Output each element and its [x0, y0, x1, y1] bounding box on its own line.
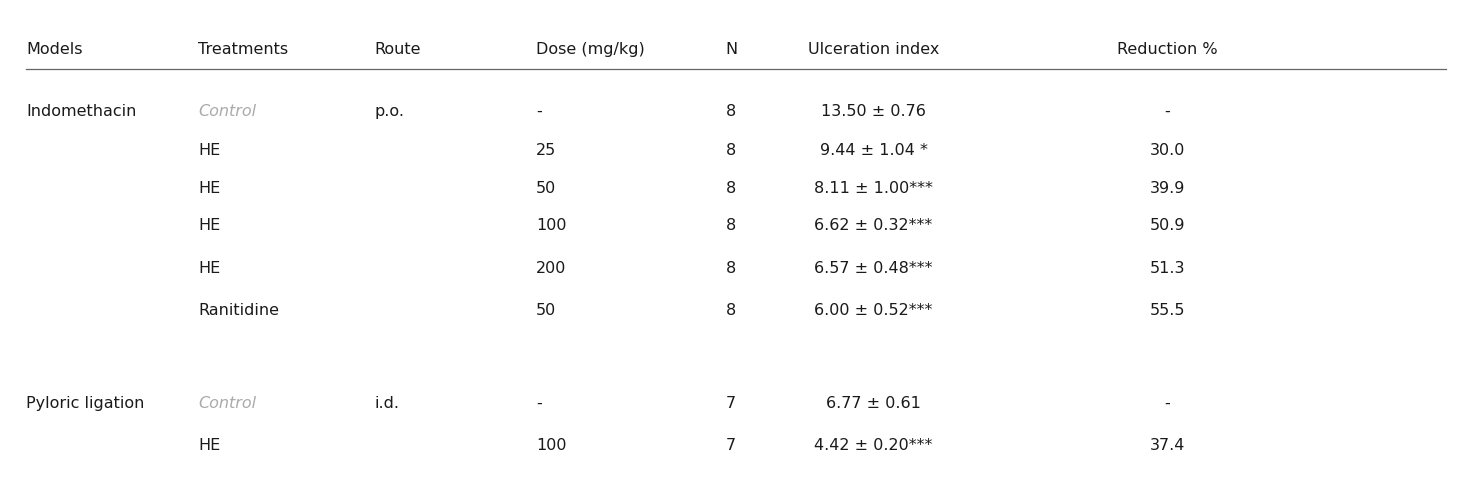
Text: Ulceration index: Ulceration index — [807, 42, 940, 57]
Text: -: - — [536, 104, 542, 119]
Text: -: - — [1164, 104, 1170, 119]
Text: 9.44 ± 1.04 *: 9.44 ± 1.04 * — [819, 144, 928, 158]
Text: HE: HE — [198, 144, 220, 158]
Text: Ranitidine: Ranitidine — [198, 303, 279, 318]
Text: HE: HE — [198, 218, 220, 233]
Text: Models: Models — [26, 42, 82, 57]
Text: 51.3: 51.3 — [1149, 261, 1185, 276]
Text: 25: 25 — [536, 144, 556, 158]
Text: 8: 8 — [727, 181, 735, 196]
Text: -: - — [536, 396, 542, 411]
Text: 4.42 ± 0.20***: 4.42 ± 0.20*** — [815, 438, 932, 453]
Text: Control: Control — [198, 396, 257, 411]
Text: 6.00 ± 0.52***: 6.00 ± 0.52*** — [815, 303, 932, 318]
Text: 6.62 ± 0.32***: 6.62 ± 0.32*** — [815, 218, 932, 233]
Text: 8: 8 — [727, 104, 735, 119]
Text: 39.9: 39.9 — [1149, 181, 1185, 196]
Text: i.d.: i.d. — [374, 396, 399, 411]
Text: Control: Control — [198, 104, 257, 119]
Text: Reduction %: Reduction % — [1117, 42, 1217, 57]
Text: -: - — [1164, 396, 1170, 411]
Text: 6.57 ± 0.48***: 6.57 ± 0.48*** — [815, 261, 932, 276]
Text: 50: 50 — [536, 181, 556, 196]
Text: 100: 100 — [536, 218, 567, 233]
Text: 200: 200 — [536, 261, 567, 276]
Text: 100: 100 — [536, 438, 567, 453]
Text: p.o.: p.o. — [374, 104, 404, 119]
Text: 50.9: 50.9 — [1149, 218, 1185, 233]
Text: 8: 8 — [727, 261, 735, 276]
Text: 8: 8 — [727, 144, 735, 158]
Text: 6.77 ± 0.61: 6.77 ± 0.61 — [826, 396, 920, 411]
Text: 8: 8 — [727, 303, 735, 318]
Text: HE: HE — [198, 181, 220, 196]
Text: Indomethacin: Indomethacin — [26, 104, 137, 119]
Text: 37.4: 37.4 — [1149, 438, 1185, 453]
Text: Treatments: Treatments — [198, 42, 288, 57]
Text: 7: 7 — [727, 396, 735, 411]
Text: HE: HE — [198, 261, 220, 276]
Text: 8: 8 — [727, 218, 735, 233]
Text: HE: HE — [198, 438, 220, 453]
Text: 7: 7 — [727, 438, 735, 453]
Text: N: N — [725, 42, 737, 57]
Text: 13.50 ± 0.76: 13.50 ± 0.76 — [821, 104, 926, 119]
Text: 50: 50 — [536, 303, 556, 318]
Text: 8.11 ± 1.00***: 8.11 ± 1.00*** — [815, 181, 932, 196]
Text: Route: Route — [374, 42, 421, 57]
Text: 55.5: 55.5 — [1149, 303, 1185, 318]
Text: Dose (mg/kg): Dose (mg/kg) — [536, 42, 644, 57]
Text: Pyloric ligation: Pyloric ligation — [26, 396, 145, 411]
Text: 30.0: 30.0 — [1149, 144, 1185, 158]
